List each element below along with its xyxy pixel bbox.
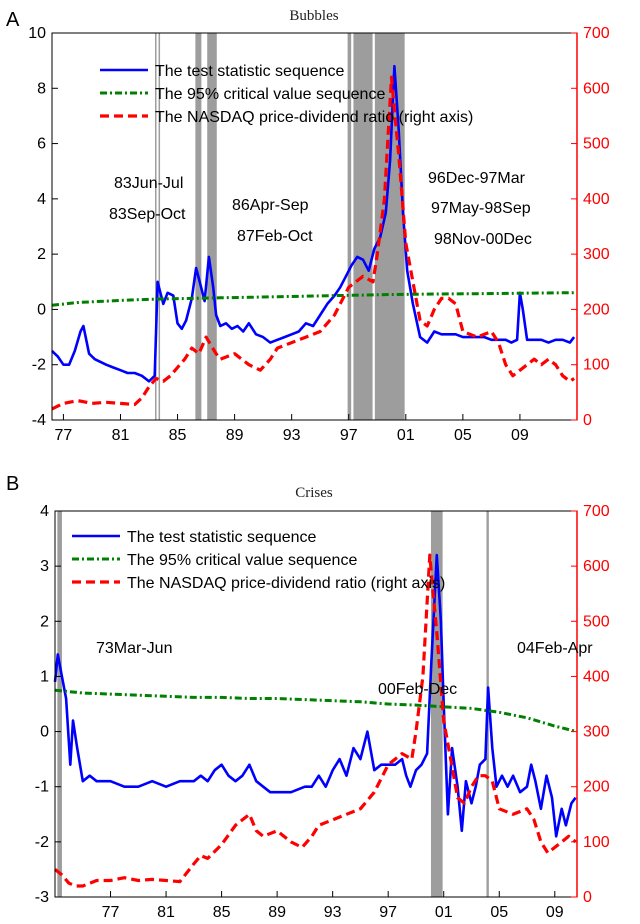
series-layer	[51, 64, 576, 411]
period-annotation: 96Dec-97Mar	[428, 170, 526, 187]
left-axis-tick-label: 10	[28, 25, 46, 42]
period-annotation: 87Feb-Oct	[237, 228, 313, 245]
x-axis-tick-label: 93	[324, 904, 342, 921]
period-annotation: 00Feb-Dec	[378, 681, 457, 698]
left-axis-tick-label: -2	[32, 357, 46, 374]
panel-label: A	[6, 9, 20, 31]
right-axis-tick-label: 600	[583, 558, 610, 575]
left-axis-tick-label: 0	[40, 724, 49, 741]
legend: The test statistic sequence The 95% criti…	[72, 529, 445, 592]
right-axis-tick-label: 0	[583, 412, 592, 429]
shaded-period	[353, 33, 373, 420]
shaded-period	[207, 33, 217, 420]
series-line-the-nasdaq-price-dividend-ratio-right-axis	[51, 75, 575, 411]
left-axis-tick-label: -1	[35, 779, 49, 796]
chart-panel-crises: B Crises -3-2-10123401002003004005006007…	[6, 473, 610, 921]
x-axis-tick-label: 89	[226, 427, 244, 444]
x-axis-tick-label: 81	[112, 427, 130, 444]
left-axis-tick-label: 0	[37, 301, 46, 318]
period-annotation: 04Feb-Apr	[517, 640, 593, 657]
shaded-period	[57, 511, 62, 897]
annotations: 73Mar-Jun 00Feb-Dec 04Feb-Apr	[96, 640, 593, 698]
left-axis-tick-label: 8	[37, 80, 46, 97]
series-line-the-test-statistic-sequence	[53, 553, 577, 838]
shaded-period	[347, 33, 352, 420]
shaded-period	[430, 511, 443, 897]
right-axis-tick-label: 200	[583, 301, 610, 318]
right-axis-tick-label: 700	[583, 503, 610, 520]
left-axis-tick-label: 3	[40, 558, 49, 575]
x-axis-tick-label: 05	[490, 904, 508, 921]
x-axis-tick-label: 09	[546, 904, 564, 921]
x-axis-tick-label: 81	[157, 904, 175, 921]
x-axis-tick-label: 85	[213, 904, 231, 921]
left-axis-tick-label: -4	[32, 412, 46, 429]
right-axis-tick-label: 500	[583, 136, 610, 153]
period-annotation: 86Apr-Sep	[232, 197, 309, 214]
panel-label: B	[6, 473, 19, 495]
left-axis-tick-label: -2	[35, 834, 49, 851]
right-axis-tick-label: 300	[583, 246, 610, 263]
series-line-the-95-critical-value-sequence	[51, 291, 575, 307]
period-annotation: 98Nov-00Dec	[434, 231, 532, 248]
right-axis-tick-label: 400	[583, 191, 610, 208]
shaded-period	[155, 33, 157, 420]
right-axis-tick-label: 700	[583, 25, 610, 42]
series-line-the-test-statistic-sequence	[51, 64, 576, 383]
right-axis-tick-label: 0	[583, 889, 592, 906]
x-axis-tick-label: 85	[169, 427, 187, 444]
right-axis-tick-label: 600	[583, 80, 610, 97]
x-axis-tick-label: 05	[454, 427, 472, 444]
period-annotation: 73Mar-Jun	[96, 640, 172, 657]
x-axis-tick-label: 77	[55, 427, 73, 444]
x-axis-tick-label: 09	[511, 427, 529, 444]
series-line-the-95-critical-value-sequence	[54, 688, 578, 734]
left-axis-tick-label: 1	[40, 668, 49, 685]
x-axis-tick-label: 97	[379, 904, 397, 921]
legend-label: The 95% critical value sequence	[155, 86, 385, 103]
legend-label: The NASDAQ price-dividend ratio (right a…	[155, 109, 473, 126]
right-axis-tick-label: 100	[583, 357, 610, 374]
right-axis-tick-label: 500	[583, 613, 610, 630]
left-axis-tick-label: 4	[37, 191, 46, 208]
right-axis-tick-label: 100	[583, 834, 610, 851]
legend-label: The test statistic sequence	[127, 529, 317, 546]
legend-label: The 95% critical value sequence	[127, 552, 357, 569]
x-axis-tick-label: 97	[340, 427, 358, 444]
x-axis-tick-label: 01	[397, 427, 415, 444]
right-axis-tick-label: 300	[583, 724, 610, 741]
series-layer	[53, 553, 578, 888]
legend-label: The NASDAQ price-dividend ratio (right a…	[127, 575, 445, 592]
left-axis-tick-label: 2	[37, 246, 46, 263]
series-line-the-nasdaq-price-dividend-ratio-right-axis	[54, 553, 577, 888]
left-axis-tick-label: -3	[35, 889, 49, 906]
annotations: 83Jun-Jul 83Sep-Oct 86Apr-Sep 87Feb-Oct 96De…	[109, 170, 532, 248]
chart-panel-bubbles: A Bubbles -4-202468100100200300400500600…	[6, 8, 610, 444]
period-annotation: 83Sep-Oct	[109, 206, 186, 223]
right-axis-tick-label: 400	[583, 668, 610, 685]
shaded-period	[195, 33, 202, 420]
x-axis-tick-label: 93	[283, 427, 301, 444]
x-axis-tick-label: 01	[435, 904, 453, 921]
chart-title: Crises	[295, 485, 333, 501]
x-axis-tick-label: 77	[102, 904, 120, 921]
period-annotation: 83Jun-Jul	[114, 175, 183, 192]
legend: The test statistic sequence The 95% criti…	[100, 63, 473, 126]
shaded-period	[158, 33, 161, 420]
chart-title: Bubbles	[289, 8, 338, 24]
right-axis-tick-label: 200	[583, 779, 610, 796]
legend-label: The test statistic sequence	[155, 63, 345, 80]
left-axis-tick-label: 6	[37, 136, 46, 153]
shaded-periods	[155, 33, 405, 420]
x-axis-tick-label: 89	[268, 904, 286, 921]
left-axis-tick-label: 2	[40, 613, 49, 630]
left-axis-tick-label: 4	[40, 503, 49, 520]
period-annotation: 97May-98Sep	[431, 200, 531, 217]
